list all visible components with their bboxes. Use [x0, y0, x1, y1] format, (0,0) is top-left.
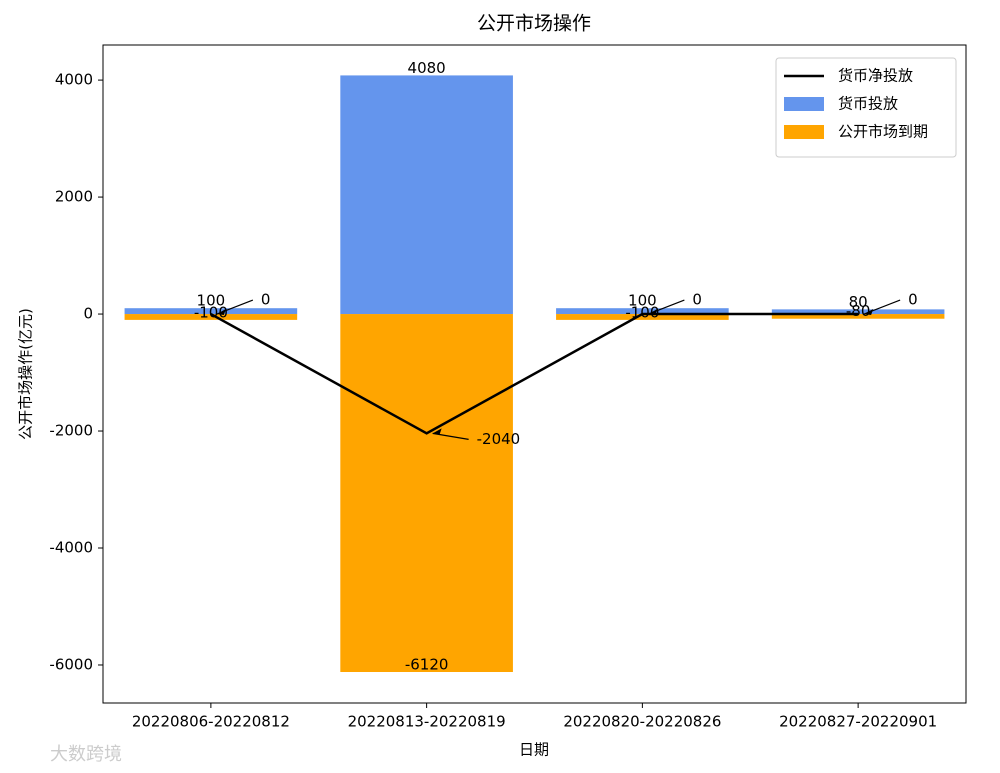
chart-title: 公开市场操作: [477, 13, 591, 35]
bar: [340, 314, 513, 673]
bar: [124, 314, 298, 320]
annotation-arrowhead: [648, 309, 658, 316]
x-tick-label: 20220813-20220819: [348, 713, 506, 731]
legend-label: 货币投放: [838, 95, 898, 113]
legend-patch: [784, 97, 824, 111]
bar-value-label: -6120: [405, 656, 449, 674]
annotation-arrowhead: [432, 428, 442, 435]
line-value-label: 0: [692, 291, 702, 309]
bar-value-label: 100: [197, 292, 226, 310]
bar: [556, 308, 729, 315]
plot-frame: [102, 44, 967, 704]
annotation-arrow: [432, 432, 469, 440]
x-tick-label: 20220820-20220826: [563, 713, 721, 731]
y-tick-label: -4000: [49, 539, 93, 557]
bar: [771, 309, 945, 315]
x-tick-label: 20220806-20220812: [132, 713, 290, 731]
bar-value-label: -100: [625, 303, 659, 321]
bar-value-label: 100: [628, 292, 657, 310]
y-tick-label: -6000: [49, 655, 93, 673]
y-tick-label: -2000: [49, 422, 93, 440]
y-tick-label: 0: [83, 305, 93, 323]
bar-value-label: 80: [849, 293, 868, 311]
y-axis-label: 公开市场操作(亿元): [17, 308, 35, 440]
legend-patch: [784, 125, 824, 139]
line-value-label: 0: [261, 291, 271, 309]
y-tick-label: 4000: [55, 71, 93, 89]
line-value-label: 0: [908, 291, 918, 309]
legend-label: 货币净投放: [838, 67, 913, 85]
bar: [556, 314, 729, 320]
x-tick-label: 20220827-20220901: [779, 713, 937, 731]
bar: [771, 314, 945, 319]
bar: [340, 75, 513, 315]
annotation-arrowhead: [864, 309, 874, 316]
legend-label: 公开市场到期: [838, 123, 928, 141]
line-value-label: -2040: [477, 430, 521, 448]
bar-value-label: -100: [194, 303, 228, 321]
x-axis-label: 日期: [519, 741, 549, 759]
bar-value-label: -80: [846, 302, 871, 320]
bar: [124, 308, 298, 315]
line: [210, 312, 859, 435]
watermark: 大数跨境: [50, 744, 122, 765]
bar-value-label: 4080: [408, 59, 446, 77]
y-tick-label: 2000: [55, 188, 93, 206]
annotation-arrowhead: [216, 309, 226, 316]
